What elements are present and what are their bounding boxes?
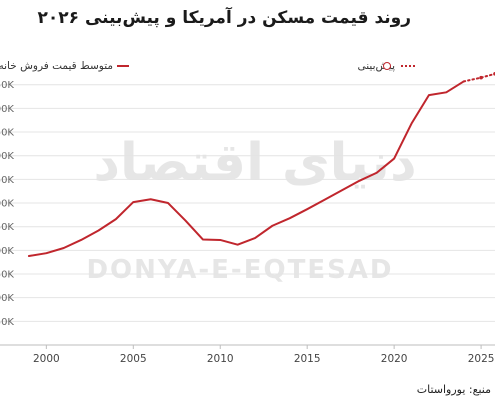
legend-dotted-swatch bbox=[401, 65, 415, 67]
y-axis-ticks: 50K 100K 150K 200K 250K 300K 350K 400K 450K 500K 5… bbox=[0, 80, 14, 328]
y-tick-label: 150K bbox=[0, 270, 14, 281]
forecast-point bbox=[479, 75, 483, 80]
x-tick-label: 2010 bbox=[207, 353, 234, 365]
watermark-persian-text: دنیای اقتصاد bbox=[93, 133, 416, 193]
x-tick-label: 2025 bbox=[468, 353, 495, 365]
legend-item-average-price: متوسط قیمت فروش خانه bbox=[0, 60, 129, 72]
chart-title: روند قیمت مسکن در آمریکا و پیش‌بینی ۲۰۲۶ bbox=[37, 8, 411, 28]
y-tick-label: 100K bbox=[0, 293, 14, 304]
y-tick-label: 50K bbox=[0, 317, 14, 328]
watermark-latin-text: DONYA-E-EQTESAD bbox=[86, 255, 393, 285]
y-tick-label: 500K bbox=[0, 104, 14, 115]
y-tick-label: 450K bbox=[0, 128, 14, 139]
x-tick-label: 2020 bbox=[381, 353, 408, 365]
series-line-average-price bbox=[27, 80, 465, 258]
y-tick-label: 550K bbox=[0, 80, 14, 91]
source-note: منبع: یورواستات bbox=[416, 383, 491, 396]
legend-dot-marker bbox=[383, 62, 391, 70]
y-tick-label: 200K bbox=[0, 246, 14, 257]
legend-label-average-price: متوسط قیمت فروش خانه bbox=[0, 60, 113, 72]
x-tick-label: 2000 bbox=[33, 353, 60, 365]
x-tick-label: 2005 bbox=[120, 353, 147, 365]
y-tick-label: 300K bbox=[0, 199, 14, 210]
series-layer bbox=[27, 72, 495, 258]
y-tick-label: 350K bbox=[0, 175, 14, 186]
watermark: دنیای اقتصاد DONYA-E-EQTESAD bbox=[86, 133, 416, 285]
y-tick-label: 250K bbox=[0, 222, 14, 233]
legend-item-forecast: پیش‌بینی bbox=[358, 60, 415, 72]
x-axis-ticks: 2000 2005 2010 2015 2020 2025 bbox=[33, 345, 494, 365]
gridlines bbox=[0, 84, 495, 346]
x-tick-label: 2015 bbox=[294, 353, 321, 365]
y-tick-label: 400K bbox=[0, 151, 14, 162]
legend-line-swatch bbox=[117, 65, 129, 67]
